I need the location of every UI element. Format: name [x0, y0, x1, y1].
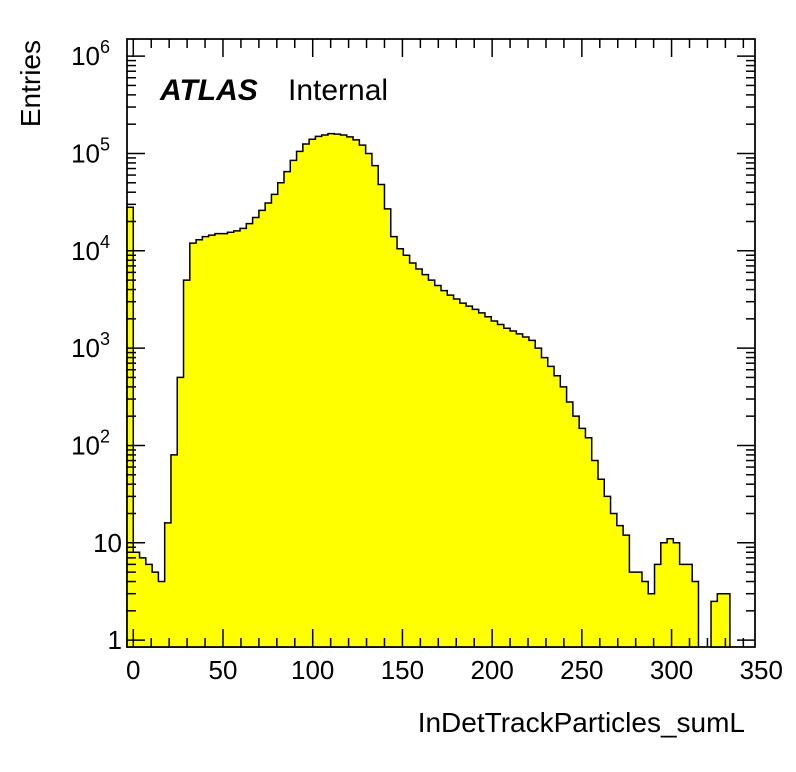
- x-tick-label: 300: [650, 655, 693, 685]
- y-tick-labels: 1 10 102 103 104 105 106: [71, 37, 122, 655]
- internal-label: Internal: [288, 74, 388, 107]
- x-tick-labels: 0 50 100 150 200 250 300 350: [126, 655, 783, 685]
- y-tick-label: 104: [71, 232, 110, 266]
- x-tick-label: 0: [126, 655, 140, 685]
- x-tick-label: 50: [209, 655, 238, 685]
- x-axis-title: InDetTrackParticles_sumL: [418, 707, 745, 738]
- x-tick-label: 100: [291, 655, 334, 685]
- y-tick-label: 10: [93, 528, 122, 558]
- y-tick-label: 1: [108, 625, 122, 655]
- atlas-label: ATLAS: [159, 74, 258, 107]
- y-tick-label: 103: [71, 329, 110, 363]
- y-axis-title: Entries: [15, 40, 46, 127]
- x-tick-label: 250: [560, 655, 603, 685]
- y-tick-label: 106: [71, 37, 110, 71]
- y-tick-label: 105: [71, 134, 110, 168]
- x-tick-label: 200: [470, 655, 513, 685]
- y-tick-label: 102: [71, 426, 110, 460]
- plot-frame-overlay: [126, 38, 756, 648]
- histogram-series: [126, 132, 731, 648]
- axis-ticks: [127, 39, 755, 647]
- x-tick-label: 150: [381, 655, 424, 685]
- x-tick-label: 350: [740, 655, 783, 685]
